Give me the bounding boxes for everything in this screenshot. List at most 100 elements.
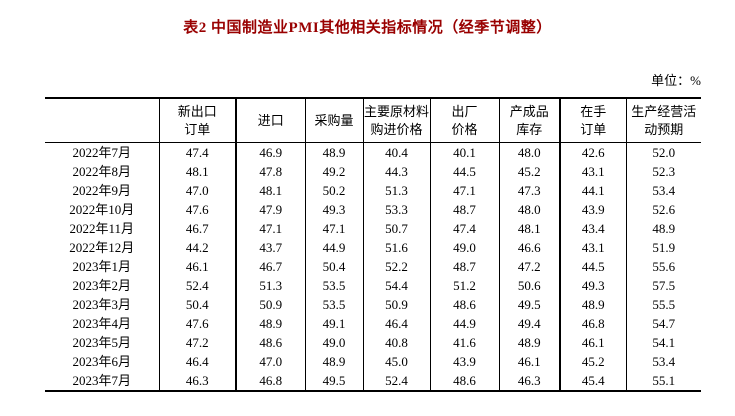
value-cell: 50.6 — [498, 276, 560, 295]
value-cell: 52.6 — [625, 200, 701, 219]
value-cell: 48.1 — [498, 219, 560, 238]
value-cell: 46.8 — [559, 314, 626, 333]
value-cell: 53.3 — [362, 200, 430, 219]
value-cell: 55.5 — [625, 295, 701, 314]
month-cell: 2022年12月 — [69, 240, 135, 255]
value-cell: 52.4 — [362, 371, 430, 391]
value-cell: 40.1 — [429, 142, 499, 162]
table-container: 新出口 订单 进口 采购量 主要原材料 购进价格 出厂 价格 产成品 库存 在手 订单 生产经… — [45, 97, 701, 392]
value-cell: 47.9 — [235, 200, 305, 219]
value-cell: 48.9 — [498, 333, 560, 352]
value-cell: 46.8 — [235, 371, 305, 391]
header-cell: 采购量 — [304, 98, 363, 143]
value-cell: 55.6 — [625, 257, 701, 276]
month-cell: 2022年11月 — [69, 221, 135, 236]
table-row: 2023年5月 47.2 48.6 49.0 40.8 41.6 48.9 46.1 54.1 — [45, 333, 701, 352]
value-cell: 44.9 — [429, 314, 499, 333]
value-cell: 45.4 — [559, 371, 626, 391]
table-row: 2022年9月 47.0 48.1 50.2 51.3 47.1 47.3 44.1 53.4 — [45, 181, 701, 200]
value-cell: 43.1 — [559, 162, 626, 181]
value-cell: 49.1 — [304, 314, 363, 333]
value-cell: 49.3 — [304, 200, 363, 219]
value-cell: 45.0 — [362, 352, 430, 371]
pmi-table: 新出口 订单 进口 采购量 主要原材料 购进价格 出厂 价格 产成品 库存 在手 订单 生产经… — [45, 97, 701, 392]
month-cell: 2023年6月 — [72, 354, 131, 369]
month-cell: 2022年8月 — [72, 164, 131, 179]
value-cell: 48.6 — [429, 295, 499, 314]
value-cell: 49.0 — [429, 238, 499, 257]
value-cell: 53.5 — [304, 276, 363, 295]
value-cell: 47.1 — [429, 181, 499, 200]
value-cell: 46.1 — [158, 257, 236, 276]
value-cell: 46.1 — [498, 352, 560, 371]
table-row: 2023年7月 46.3 46.8 49.5 52.4 48.6 46.3 45.4 55.1 — [45, 371, 701, 391]
value-cell: 50.9 — [235, 295, 305, 314]
table-row: 2022年10月 47.6 47.9 49.3 53.3 48.7 48.0 43.9 52.6 — [45, 200, 701, 219]
value-cell: 48.9 — [235, 314, 305, 333]
value-cell: 44.5 — [429, 162, 499, 181]
value-cell: 43.4 — [559, 219, 626, 238]
value-cell: 47.4 — [429, 219, 499, 238]
table-row: 2023年3月 50.4 50.9 53.5 50.9 48.6 49.5 48.9 55.5 — [45, 295, 701, 314]
value-cell: 45.2 — [559, 352, 626, 371]
month-cell: 2023年1月 — [72, 259, 131, 274]
value-cell: 48.7 — [429, 257, 499, 276]
month-cell: 2023年5月 — [72, 335, 131, 350]
value-cell: 47.0 — [235, 352, 305, 371]
value-cell: 50.2 — [304, 181, 363, 200]
value-cell: 53.4 — [625, 181, 701, 200]
value-cell: 50.4 — [158, 295, 236, 314]
month-cell: 2023年7月 — [72, 373, 131, 388]
header-cell: 新出口 订单 — [158, 98, 236, 143]
header-cell: 生产经营活 动预期 — [625, 98, 701, 143]
value-cell: 44.1 — [559, 181, 626, 200]
value-cell: 44.2 — [158, 238, 236, 257]
value-cell: 48.6 — [429, 371, 499, 391]
value-cell: 40.4 — [362, 142, 430, 162]
value-cell: 48.1 — [235, 181, 305, 200]
month-cell: 2022年10月 — [69, 202, 135, 217]
table-row: 2022年7月 47.4 46.9 48.9 40.4 40.1 48.0 42.6 52.0 — [45, 142, 701, 162]
value-cell: 49.5 — [304, 371, 363, 391]
table-header-row: 新出口 订单 进口 采购量 主要原材料 购进价格 出厂 价格 产成品 库存 在手 订单 生产经… — [45, 98, 701, 143]
value-cell: 47.1 — [304, 219, 363, 238]
month-cell: 2022年9月 — [72, 183, 131, 198]
month-cell: 2023年3月 — [72, 297, 131, 312]
value-cell: 47.8 — [235, 162, 305, 181]
value-cell: 52.0 — [625, 142, 701, 162]
value-cell: 47.2 — [498, 257, 560, 276]
header-cell: 产成品 库存 — [498, 98, 560, 143]
value-cell: 51.6 — [362, 238, 430, 257]
value-cell: 46.3 — [498, 371, 560, 391]
page-title: 表2 中国制造业PMI其他相关指标情况（经季节调整） — [183, 20, 552, 36]
value-cell: 48.6 — [235, 333, 305, 352]
value-cell: 49.3 — [559, 276, 626, 295]
value-cell: 43.9 — [429, 352, 499, 371]
value-cell: 46.4 — [362, 314, 430, 333]
value-cell: 47.4 — [158, 142, 236, 162]
value-cell: 48.9 — [304, 142, 363, 162]
value-cell: 40.8 — [362, 333, 430, 352]
month-cell: 2023年4月 — [72, 316, 131, 331]
value-cell: 47.1 — [235, 219, 305, 238]
value-cell: 50.4 — [304, 257, 363, 276]
value-cell: 53.4 — [625, 352, 701, 371]
value-cell: 49.4 — [498, 314, 560, 333]
header-cell: 在手 订单 — [559, 98, 626, 143]
value-cell: 45.2 — [498, 162, 560, 181]
value-cell: 44.3 — [362, 162, 430, 181]
value-cell: 43.9 — [559, 200, 626, 219]
header-cell: 出厂 价格 — [429, 98, 499, 143]
value-cell: 51.2 — [429, 276, 499, 295]
value-cell: 47.2 — [158, 333, 236, 352]
value-cell: 43.1 — [559, 238, 626, 257]
value-cell: 57.5 — [625, 276, 701, 295]
value-cell: 52.3 — [625, 162, 701, 181]
value-cell: 52.2 — [362, 257, 430, 276]
value-cell: 44.5 — [559, 257, 626, 276]
value-cell: 46.7 — [235, 257, 305, 276]
unit-label: 单位：% — [651, 73, 701, 88]
value-cell: 51.3 — [362, 181, 430, 200]
value-cell: 46.9 — [235, 142, 305, 162]
